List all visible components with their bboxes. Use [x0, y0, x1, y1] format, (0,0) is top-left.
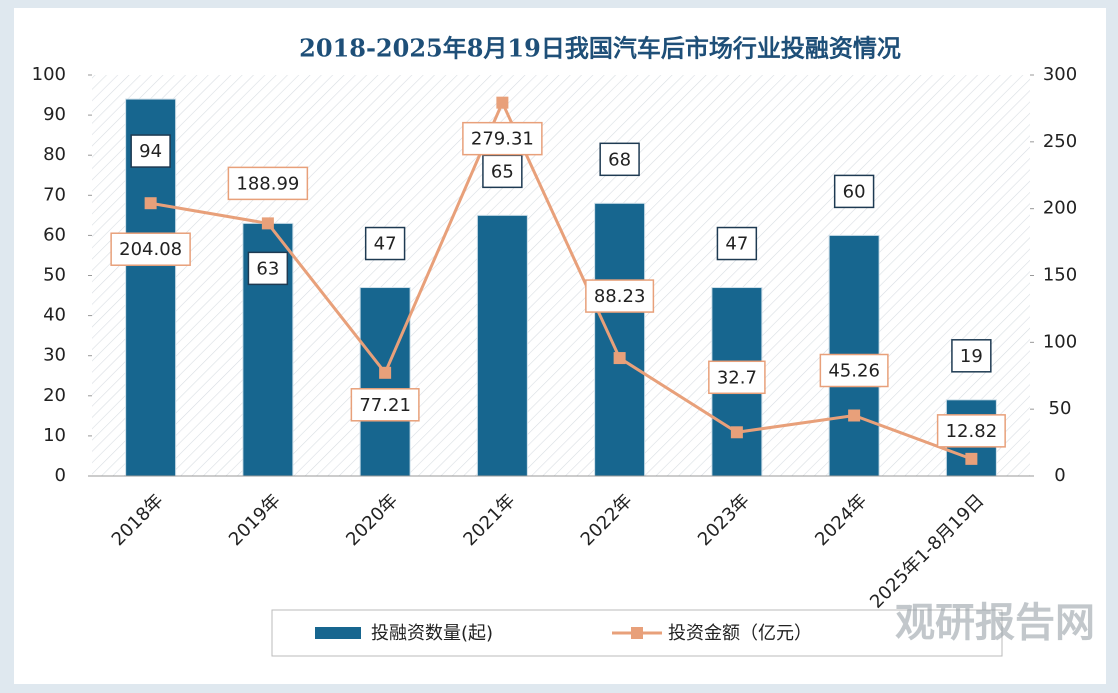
y-tick-label: 70 — [43, 184, 66, 205]
bar-value-label: 47 — [374, 234, 397, 255]
plot-area — [92, 75, 1030, 476]
line — [150, 98, 972, 461]
bar-value-label: 60 — [843, 181, 866, 202]
y-tick-label: 100 — [32, 64, 66, 85]
bar-value-label-box — [716, 226, 758, 261]
line-value-label: 77.21 — [359, 395, 411, 416]
y-tick-label: 30 — [43, 345, 66, 366]
y2-tick-label: 0 — [1054, 465, 1065, 486]
y-tick-label: 0 — [55, 465, 66, 486]
line-value-label-box — [708, 360, 766, 395]
line-value-label: 12.82 — [946, 421, 998, 442]
bar-value-label-box — [599, 142, 640, 177]
y-tick-label: 40 — [43, 305, 66, 326]
line-value-label-box — [819, 353, 889, 388]
y2-tick-label: 50 — [1049, 398, 1072, 419]
bar — [359, 287, 411, 477]
y-tick-label: 20 — [43, 385, 66, 406]
line-marker — [496, 96, 509, 109]
chart-title: 2018-2025年8月19日我国汽车后市场行业投融资情况 — [299, 34, 901, 63]
y-tick-label: 80 — [43, 144, 66, 165]
line-marker — [965, 452, 978, 465]
y-tick-label: 10 — [43, 425, 66, 446]
bar-value-label: 63 — [256, 258, 279, 279]
line-value-label: 32.7 — [717, 367, 757, 388]
y2-tick-label: 100 — [1043, 331, 1077, 352]
y2-tick-label: 250 — [1043, 131, 1077, 152]
bar — [594, 202, 646, 477]
watermark: 观研报告网 — [895, 600, 1095, 646]
bar-value-label-box — [482, 154, 523, 189]
line-marker — [144, 197, 157, 210]
bar-value-label: 65 — [491, 161, 514, 182]
bar-value-label: 94 — [139, 141, 162, 162]
bar — [476, 214, 528, 477]
line-marker — [261, 217, 274, 230]
legend-box — [271, 609, 1003, 657]
bar-value-label: 47 — [725, 234, 748, 255]
y-tick-label: 90 — [43, 104, 66, 125]
bar-value-label-box — [833, 174, 875, 209]
line-value-label: 88.23 — [594, 286, 646, 307]
line-value-label: 279.31 — [471, 129, 534, 150]
line-value-label-box — [585, 279, 655, 313]
legend-swatch — [315, 627, 361, 639]
legend-label: 投融资数量(起) — [371, 623, 493, 644]
y2-tick-label: 300 — [1043, 64, 1077, 85]
bar-value-label-box — [951, 339, 992, 373]
line-marker — [848, 409, 861, 422]
bar-value-label-box — [364, 226, 406, 261]
line-marker — [613, 352, 626, 365]
y2-tick-label: 200 — [1043, 198, 1077, 219]
line-marker — [379, 366, 392, 379]
y-tick-label: 50 — [43, 265, 66, 286]
line-value-label: 45.26 — [828, 361, 880, 382]
line-value-label-box — [936, 414, 1006, 448]
line-value-label: 204.08 — [119, 239, 182, 260]
legend-label: 投资金额（亿元） — [668, 623, 812, 644]
line-marker — [730, 426, 743, 439]
y2-tick-label: 150 — [1043, 265, 1077, 286]
line-value-label-box — [350, 388, 420, 422]
legend-marker — [631, 627, 643, 639]
line-value-label-box — [227, 166, 309, 201]
bar-value-label: 19 — [960, 346, 983, 367]
line-value-label-box — [462, 121, 543, 156]
bar-value-label-box — [247, 251, 289, 286]
line-value-label-box — [110, 232, 191, 266]
y-tick-label: 60 — [43, 224, 66, 245]
line-value-label: 188.99 — [236, 173, 299, 194]
bar-value-label: 68 — [608, 149, 631, 170]
bar-value-label-box — [130, 134, 171, 168]
